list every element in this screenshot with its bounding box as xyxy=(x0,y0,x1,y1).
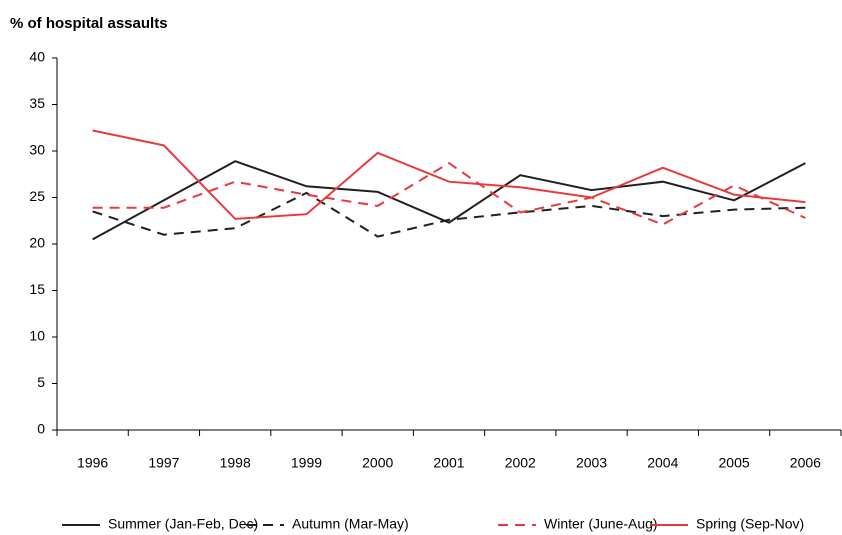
x-tick-label: 2003 xyxy=(576,455,607,471)
x-tick-label: 2004 xyxy=(647,455,678,471)
legend-label: Summer (Jan-Feb, Dec) xyxy=(108,516,258,532)
y-tick-label: 30 xyxy=(29,142,45,158)
x-tick-label: 2002 xyxy=(505,455,536,471)
x-tick-label: 1998 xyxy=(220,455,251,471)
x-tick-label: 2006 xyxy=(790,455,821,471)
y-tick-label: 10 xyxy=(29,328,45,344)
legend-label: Autumn (Mar-May) xyxy=(292,516,409,532)
y-tick-label: 15 xyxy=(29,281,45,297)
x-tick-label: 1997 xyxy=(148,455,179,471)
y-tick-label: 40 xyxy=(29,49,45,65)
x-tick-label: 2005 xyxy=(719,455,750,471)
legend-label: Spring (Sep-Nov) xyxy=(696,516,804,532)
series-line xyxy=(92,129,806,220)
y-tick-label: 20 xyxy=(29,235,45,251)
x-tick-label: 2001 xyxy=(433,455,464,471)
legend-label: Winter (June-Aug) xyxy=(544,516,658,532)
y-tick-label: 5 xyxy=(37,374,45,390)
chart-title: % of hospital assaults xyxy=(10,15,168,32)
x-tick-label: 1996 xyxy=(77,455,108,471)
y-tick-label: 25 xyxy=(29,188,45,204)
series-line xyxy=(92,161,806,226)
x-tick-label: 2000 xyxy=(362,455,393,471)
y-tick-label: 0 xyxy=(37,421,45,437)
series-line xyxy=(92,160,806,241)
series-line xyxy=(92,191,806,238)
x-tick-label: 1999 xyxy=(291,455,322,471)
y-tick-label: 35 xyxy=(29,95,45,111)
